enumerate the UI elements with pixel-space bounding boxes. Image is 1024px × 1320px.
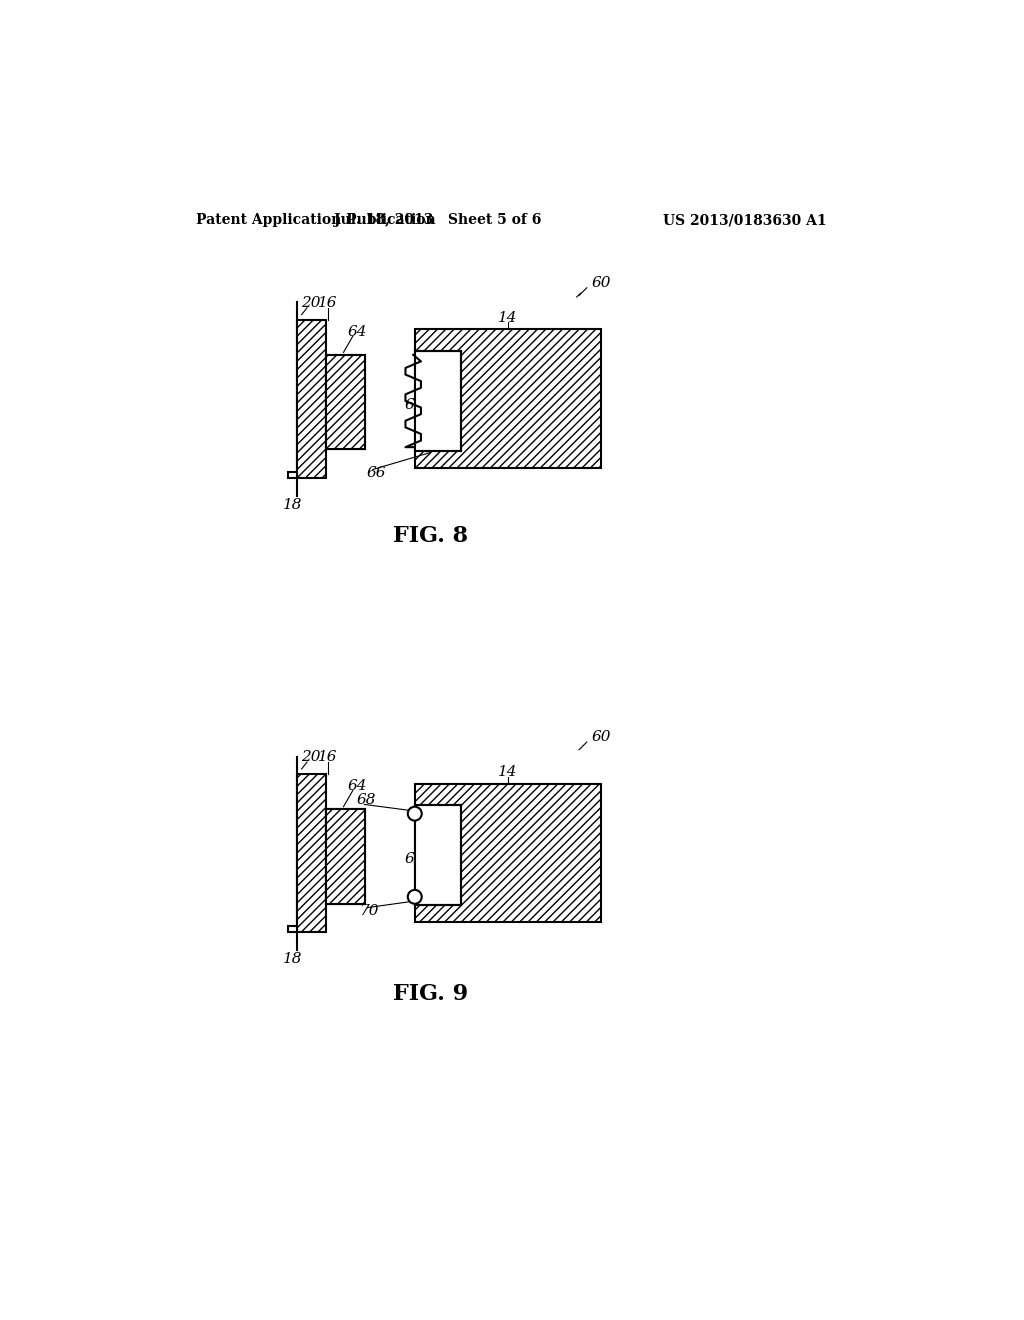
Circle shape	[408, 890, 422, 904]
Bar	[327, 355, 366, 449]
Text: 16: 16	[318, 296, 338, 310]
Text: 18: 18	[284, 498, 303, 512]
Bar	[288, 927, 297, 932]
Text: 18: 18	[284, 952, 303, 966]
Bar	[415, 805, 461, 906]
Text: 60: 60	[592, 276, 611, 290]
Text: 14: 14	[498, 766, 517, 779]
Bar	[280, 756, 297, 950]
Text: 62: 62	[406, 397, 425, 412]
Text: 64: 64	[348, 325, 368, 339]
Bar	[415, 330, 601, 469]
Text: 70: 70	[359, 904, 379, 917]
Bar	[327, 355, 366, 449]
Bar	[415, 351, 461, 451]
Text: 16: 16	[318, 751, 338, 764]
Text: 20: 20	[301, 296, 321, 310]
Text: 62: 62	[406, 853, 425, 866]
Text: 14: 14	[498, 310, 517, 325]
Bar	[297, 775, 327, 932]
Bar	[327, 809, 366, 904]
Text: 68: 68	[357, 793, 377, 807]
Bar	[297, 321, 327, 478]
Text: 66: 66	[367, 466, 386, 479]
Text: 60: 60	[592, 730, 611, 744]
Text: US 2013/0183630 A1: US 2013/0183630 A1	[663, 213, 826, 227]
Text: FIG. 9: FIG. 9	[392, 983, 468, 1005]
Text: 20: 20	[301, 751, 321, 764]
Bar	[288, 471, 297, 478]
Text: 64: 64	[348, 779, 368, 793]
Bar	[327, 809, 366, 904]
Bar	[415, 784, 601, 923]
Text: Jul. 18, 2013   Sheet 5 of 6: Jul. 18, 2013 Sheet 5 of 6	[334, 213, 542, 227]
Text: Patent Application Publication: Patent Application Publication	[197, 213, 436, 227]
Bar	[280, 302, 297, 496]
Circle shape	[408, 807, 422, 821]
Text: FIG. 8: FIG. 8	[392, 525, 468, 546]
